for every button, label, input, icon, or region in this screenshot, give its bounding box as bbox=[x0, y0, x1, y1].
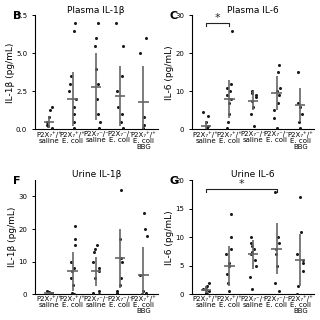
Y-axis label: IL-6 (pg/mL): IL-6 (pg/mL) bbox=[164, 45, 173, 100]
Title: Plasma IL-6: Plasma IL-6 bbox=[227, 5, 279, 14]
Y-axis label: IL-1β (pg/mL): IL-1β (pg/mL) bbox=[8, 207, 17, 268]
Y-axis label: IL-6 (pg/mL): IL-6 (pg/mL) bbox=[164, 210, 173, 265]
Text: B: B bbox=[13, 11, 21, 21]
Text: *: * bbox=[215, 13, 220, 23]
Y-axis label: IL-1β (pg/mL): IL-1β (pg/mL) bbox=[5, 42, 14, 103]
Title: Urine IL-1β: Urine IL-1β bbox=[72, 171, 121, 180]
Text: G: G bbox=[170, 176, 179, 186]
Title: Plasma IL-1β: Plasma IL-1β bbox=[68, 5, 125, 14]
Text: C: C bbox=[170, 11, 178, 21]
Text: F: F bbox=[13, 176, 20, 186]
Text: *: * bbox=[238, 179, 244, 189]
Title: Urine IL-6: Urine IL-6 bbox=[231, 171, 275, 180]
